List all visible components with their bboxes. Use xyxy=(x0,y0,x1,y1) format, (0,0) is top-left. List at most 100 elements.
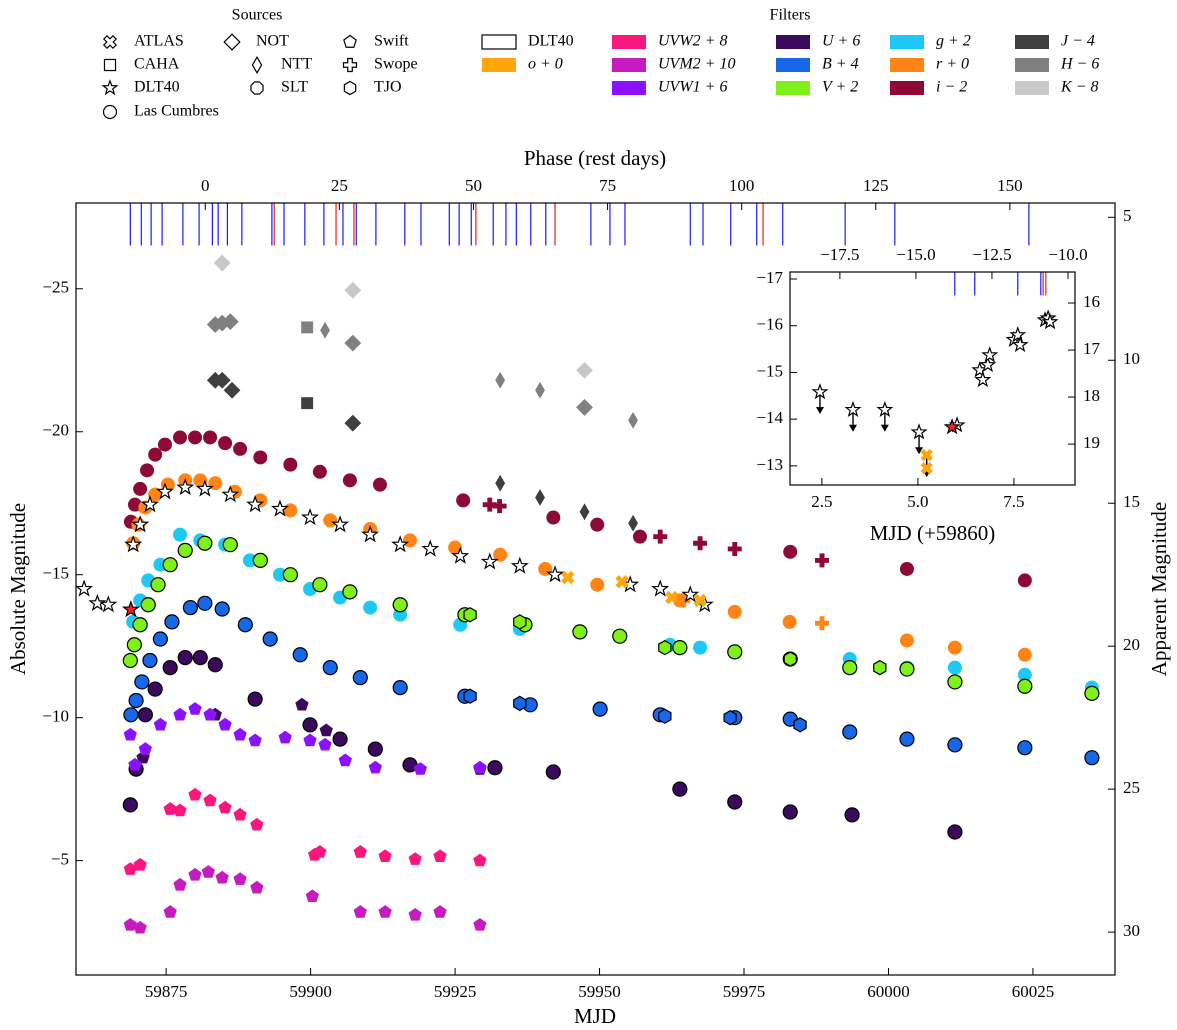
data-point xyxy=(681,585,700,603)
legend-swatch xyxy=(890,58,924,72)
data-point xyxy=(480,552,499,570)
data-point xyxy=(727,604,742,619)
data-point xyxy=(844,807,860,823)
data-point xyxy=(283,503,298,518)
top-tick-label: −10.0 xyxy=(1048,245,1087,264)
data-point xyxy=(301,397,314,410)
data-point xyxy=(632,529,647,544)
data-point xyxy=(665,590,679,605)
top-tick-label: 0 xyxy=(201,176,210,195)
data-point xyxy=(318,737,332,751)
data-point xyxy=(451,546,470,564)
data-point xyxy=(947,824,963,840)
data-point xyxy=(173,707,187,721)
data-point xyxy=(391,535,410,553)
data-point xyxy=(188,867,202,881)
data-point xyxy=(510,556,529,574)
legend-swatch xyxy=(481,34,517,50)
data-point xyxy=(342,473,357,488)
data-point xyxy=(1017,647,1032,662)
data-point xyxy=(203,707,217,721)
data-point xyxy=(392,597,408,613)
data-point xyxy=(535,381,545,399)
top-tick-label: −15.0 xyxy=(896,245,935,264)
data-point xyxy=(815,616,830,631)
data-point xyxy=(727,541,742,556)
data-point xyxy=(312,577,328,593)
top-tick-label: 75 xyxy=(599,176,616,195)
data-point xyxy=(218,717,232,731)
data-point xyxy=(403,533,418,548)
limit-arrow-head xyxy=(880,424,889,432)
plot-layer xyxy=(76,203,1100,934)
data-point xyxy=(137,707,153,723)
data-point xyxy=(252,552,268,569)
data-point xyxy=(150,577,166,593)
data-point xyxy=(126,637,142,653)
data-point xyxy=(590,577,605,592)
data-point xyxy=(332,731,348,747)
legend-marker xyxy=(343,34,357,48)
data-point xyxy=(378,905,392,918)
data-point xyxy=(482,497,497,512)
data-point xyxy=(342,584,358,600)
legend-swatch xyxy=(612,35,646,49)
y2-tick-label: 5 xyxy=(1123,206,1132,225)
data-point xyxy=(305,889,319,903)
data-point xyxy=(811,383,829,400)
data-point xyxy=(128,692,144,709)
legend-swatch xyxy=(776,35,810,49)
y2-tick-label: 30 xyxy=(1123,921,1140,940)
data-point xyxy=(727,794,743,810)
data-point xyxy=(658,639,672,656)
legend-label: r + 0 xyxy=(936,56,969,73)
data-point xyxy=(303,733,317,747)
data-point xyxy=(131,515,150,533)
legend-swatch xyxy=(890,81,924,95)
top-tick-label: −17.5 xyxy=(820,245,859,264)
data-point xyxy=(672,640,688,656)
y-tick-label: −13 xyxy=(756,455,783,474)
data-point xyxy=(421,539,440,557)
inset-x-label: MJD (+59860) xyxy=(870,521,996,545)
data-point xyxy=(182,599,199,616)
data-point xyxy=(572,624,588,640)
y2-tick-label: 17 xyxy=(1083,339,1101,358)
data-point xyxy=(1084,750,1100,766)
legend-label: g + 2 xyxy=(936,33,971,50)
data-point xyxy=(192,650,208,666)
data-point xyxy=(473,917,487,931)
data-point xyxy=(122,652,138,669)
data-point xyxy=(214,601,230,617)
y2-tick-label: 10 xyxy=(1123,349,1140,368)
data-point xyxy=(353,905,367,918)
data-point xyxy=(278,730,292,744)
data-point xyxy=(140,597,156,613)
legend-label: DLT40 xyxy=(528,33,574,50)
data-point xyxy=(215,870,229,884)
data-point xyxy=(213,371,231,389)
data-point xyxy=(1017,678,1033,694)
legend-label: UVW1 + 6 xyxy=(658,79,727,96)
data-point xyxy=(99,595,118,613)
data-point xyxy=(592,701,608,717)
data-point xyxy=(173,430,188,445)
data-point xyxy=(323,513,338,528)
legend-swatch xyxy=(1015,81,1049,95)
y-tick-label: −16 xyxy=(756,315,783,334)
data-point xyxy=(148,447,163,462)
data-point xyxy=(579,503,590,521)
data-point xyxy=(363,600,378,615)
data-point xyxy=(842,660,858,676)
data-point xyxy=(433,849,447,862)
data-point xyxy=(197,595,213,611)
top-tick-label: 50 xyxy=(465,176,482,195)
data-point xyxy=(361,525,380,543)
data-point xyxy=(473,853,487,867)
data-point xyxy=(233,441,248,456)
limit-arrow-head xyxy=(915,447,924,455)
data-point xyxy=(910,423,928,440)
legend-label: o + 0 xyxy=(528,56,563,73)
legend-label: H − 6 xyxy=(1060,56,1099,73)
